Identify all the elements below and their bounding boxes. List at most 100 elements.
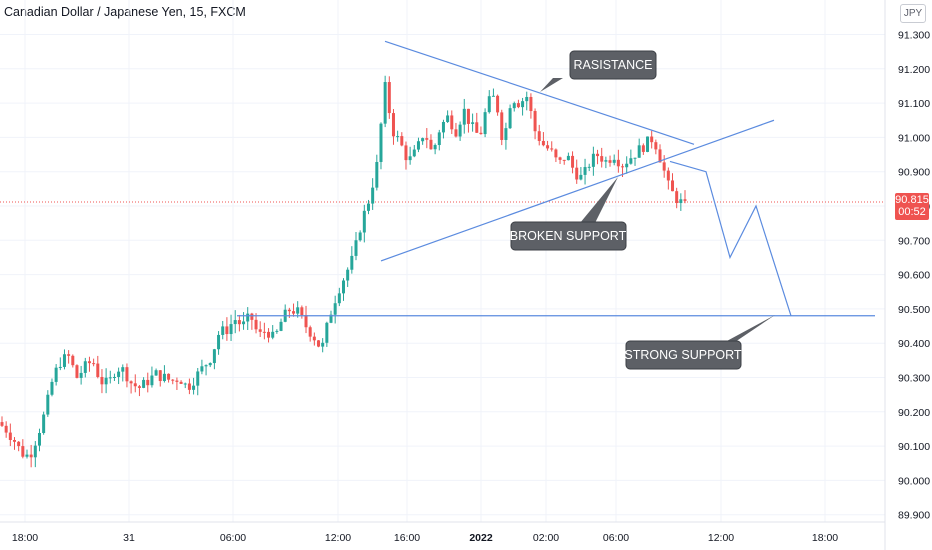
candle-up (354, 240, 358, 256)
candle-down (71, 355, 75, 366)
candle-up (375, 161, 379, 188)
candle-up (508, 108, 512, 129)
candle-up (142, 379, 146, 388)
callout-label-resistance: RASISTANCE (574, 58, 653, 72)
candle-down (175, 380, 179, 382)
candle-down (641, 145, 645, 152)
callout-broken-support[interactable]: BROKEN SUPPORT (510, 177, 627, 251)
candle-down (92, 363, 96, 365)
price-tick-label: 91.300 (898, 30, 930, 42)
candle-up (358, 232, 362, 241)
candle-up (604, 160, 608, 162)
candle-up (566, 155, 570, 161)
candle-up (246, 313, 250, 322)
candle-up (462, 108, 466, 125)
candle-up (416, 141, 420, 150)
time-tick-label: 2022 (469, 532, 493, 544)
time-axis: 18:00 31 06:00 12:00 16:00 2022 02:00 06:00 12:0… (12, 532, 838, 544)
candle-up (271, 331, 275, 338)
candle-up (208, 363, 212, 366)
currency-button[interactable]: JPY (900, 4, 926, 23)
candle-up (633, 157, 637, 159)
candle-down (21, 446, 25, 457)
candle-down (254, 319, 258, 330)
candle-up (333, 303, 337, 315)
candle-up (108, 377, 112, 379)
price-tick-label: 89.900 (898, 510, 930, 522)
candle-up (104, 377, 108, 385)
candle-down (12, 439, 16, 442)
candle-down (533, 111, 537, 132)
candle-down (650, 136, 654, 143)
candle-down (683, 199, 687, 201)
candle-up (342, 280, 345, 294)
candle-down (666, 170, 670, 181)
candle-up (487, 96, 491, 113)
candle-down (450, 115, 454, 130)
candle-down (466, 108, 470, 124)
projection-path (669, 160, 792, 316)
candle-up (83, 361, 87, 373)
price-tick-label: 90.300 (898, 373, 930, 385)
candle-down (654, 142, 658, 150)
candle-down (287, 309, 291, 312)
candle-down (546, 145, 550, 149)
candle-down (171, 379, 175, 381)
candle-up (366, 203, 370, 211)
candle-down (541, 140, 545, 146)
price-tick-label: 90.400 (898, 338, 930, 350)
price-tick-label: 90.100 (898, 441, 930, 453)
candle-down (387, 82, 391, 114)
candle-down (621, 166, 625, 168)
candle-down (262, 331, 266, 333)
candle-up (325, 322, 329, 343)
candle-up (446, 115, 450, 122)
candle-down (158, 370, 162, 382)
candle-up (229, 324, 233, 335)
callout-box (510, 221, 627, 251)
time-tick-label: 06:00 (603, 532, 629, 544)
candle-down (304, 315, 308, 328)
candle-down (167, 373, 171, 380)
candle-down (429, 139, 433, 150)
candle-down (267, 331, 271, 338)
callout-pointer (540, 78, 563, 92)
candle-up (275, 330, 279, 332)
callout-resistance[interactable]: RASISTANCE (540, 50, 657, 92)
price-tick-label: 91.200 (898, 64, 930, 76)
candle-up (200, 366, 204, 372)
candle-up (437, 132, 441, 146)
candle-up (79, 372, 83, 378)
price-tick-label: 90.200 (898, 407, 930, 419)
candle-up (612, 159, 616, 163)
candle-up (491, 95, 495, 97)
drawings (237, 40, 875, 317)
time-tick-label: 18:00 (812, 532, 838, 544)
price-tick-label: 90.600 (898, 270, 930, 282)
time-tick-label: 02:00 (533, 532, 559, 544)
candle-up (183, 383, 187, 385)
candle-up (396, 136, 400, 138)
candle-up (337, 293, 341, 304)
candle-down (479, 132, 483, 135)
time-tick-label: 12:00 (325, 532, 351, 544)
candle-down (608, 160, 612, 163)
candle-down (596, 153, 600, 157)
candle-down (391, 113, 395, 137)
support-trendline (380, 119, 775, 262)
time-tick-label: 12:00 (708, 532, 734, 544)
callout-strong-support[interactable]: STRONG SUPPORT (624, 315, 775, 370)
last-price-value: 90.815 (895, 194, 929, 206)
candle-up (50, 381, 54, 395)
candle-down (554, 149, 558, 158)
candle-down (133, 383, 137, 387)
candle-up (121, 367, 125, 372)
grid (0, 0, 885, 522)
candle-down (658, 149, 662, 163)
candle-up (383, 82, 387, 124)
candle-up (217, 334, 221, 350)
candle-up (433, 145, 437, 150)
candle-up (192, 385, 196, 390)
candle-down (67, 354, 71, 356)
